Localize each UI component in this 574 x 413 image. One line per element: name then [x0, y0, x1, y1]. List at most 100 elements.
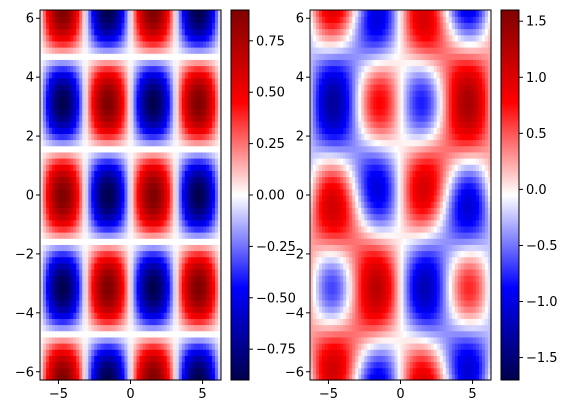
heatmap-cell	[43, 361, 47, 369]
heatmap-cell	[106, 188, 110, 196]
heatmap-cell	[121, 367, 126, 375]
heatmap-cell	[139, 22, 144, 30]
heatmap-cell	[85, 225, 89, 233]
heatmap-cell	[199, 176, 204, 184]
heatmap-cell	[79, 121, 83, 128]
heatmap-cell	[94, 151, 98, 159]
heatmap-cell	[322, 287, 326, 295]
heatmap-cell	[73, 343, 77, 350]
heatmap-cell	[124, 201, 129, 208]
heatmap-cell	[424, 293, 429, 301]
heatmap-cell	[52, 176, 56, 184]
heatmap-cell	[76, 176, 80, 184]
heatmap-cell	[76, 121, 80, 128]
heatmap-cell	[181, 250, 186, 258]
heatmap-cell	[58, 145, 62, 153]
heatmap-cell	[106, 293, 110, 301]
heatmap-cell	[97, 373, 101, 381]
heatmap-cell	[166, 34, 171, 42]
heatmap-cell	[94, 287, 98, 295]
heatmap-cell	[61, 293, 65, 301]
heatmap-cell	[388, 269, 393, 276]
heatmap-cell	[202, 195, 207, 202]
heatmap-cell	[322, 250, 326, 258]
heatmap-cell	[421, 281, 426, 289]
heatmap-cell	[460, 281, 465, 289]
heatmap-cell	[406, 343, 411, 350]
heatmap-cell	[187, 262, 192, 270]
heatmap-cell	[205, 127, 210, 134]
heatmap-cell	[193, 225, 198, 233]
heatmap-cell	[172, 139, 177, 147]
heatmap-cell	[46, 40, 50, 48]
heatmap-cell	[79, 133, 83, 141]
heatmap-cell	[334, 330, 338, 338]
heatmap-cell	[85, 28, 89, 36]
heatmap-cell	[157, 65, 162, 73]
heatmap-cell	[106, 114, 110, 122]
heatmap-cell	[205, 330, 210, 338]
heatmap-cell	[466, 367, 471, 375]
heatmap-cell	[58, 318, 62, 326]
heatmap-cell	[49, 188, 53, 196]
heatmap-cell	[142, 281, 147, 289]
heatmap-cell	[106, 343, 110, 350]
heatmap-cell	[43, 312, 47, 319]
heatmap-cell	[187, 108, 192, 116]
heatmap-cell	[46, 47, 50, 54]
heatmap-cell	[67, 238, 71, 245]
heatmap-cell	[139, 281, 144, 289]
heatmap-cell	[421, 330, 426, 338]
heatmap-cell	[184, 256, 189, 264]
heatmap-cell	[127, 238, 132, 245]
heatmap-cell	[199, 250, 204, 258]
heatmap-cell	[40, 232, 44, 239]
heatmap-cell	[79, 250, 83, 258]
heatmap-cell	[373, 281, 377, 289]
heatmap-cell	[118, 232, 123, 239]
heatmap-cell	[91, 336, 95, 344]
heatmap-cell	[130, 77, 135, 85]
heatmap-cell	[73, 188, 77, 196]
heatmap-cell	[334, 262, 338, 270]
heatmap-cell	[166, 121, 171, 128]
heatmap-cell	[157, 114, 162, 122]
heatmap-cell	[415, 262, 420, 270]
heatmap-cell	[145, 213, 150, 221]
heatmap-cell	[196, 207, 201, 215]
heatmap-cell	[115, 281, 120, 289]
heatmap-cell	[478, 336, 483, 344]
heatmap-cell	[142, 250, 147, 258]
heatmap-cell	[319, 287, 323, 295]
heatmap-cell	[91, 367, 95, 375]
heatmap-cell	[58, 96, 62, 104]
heatmap-cell	[379, 293, 383, 301]
heatmap-cell	[475, 281, 480, 289]
heatmap-cell	[58, 238, 62, 245]
heatmap-cell	[127, 151, 132, 159]
heatmap-cell	[406, 318, 411, 326]
heatmap-cell	[376, 324, 380, 332]
heatmap-cell	[382, 281, 387, 289]
heatmap-cell	[346, 281, 350, 289]
heatmap-cell	[454, 306, 459, 313]
heatmap-cell	[130, 275, 135, 282]
heatmap-cell	[88, 373, 92, 381]
heatmap-cell	[199, 40, 204, 48]
heatmap-cell	[310, 355, 314, 363]
heatmap-cell	[67, 318, 71, 326]
heatmap-cell	[478, 262, 483, 270]
heatmap-cell	[181, 293, 186, 301]
heatmap-cell	[181, 164, 186, 171]
heatmap-cell	[103, 250, 107, 258]
heatmap-cell	[205, 90, 210, 97]
heatmap-cell	[115, 164, 120, 171]
heatmap-cell	[49, 269, 53, 276]
heatmap-cell	[397, 293, 402, 301]
heatmap-cell	[469, 262, 474, 270]
heatmap-cell	[73, 145, 77, 153]
heatmap-cell	[145, 281, 150, 289]
heatmap-cell	[124, 219, 129, 227]
heatmap-cell	[178, 225, 183, 233]
heatmap-cell	[82, 40, 86, 48]
